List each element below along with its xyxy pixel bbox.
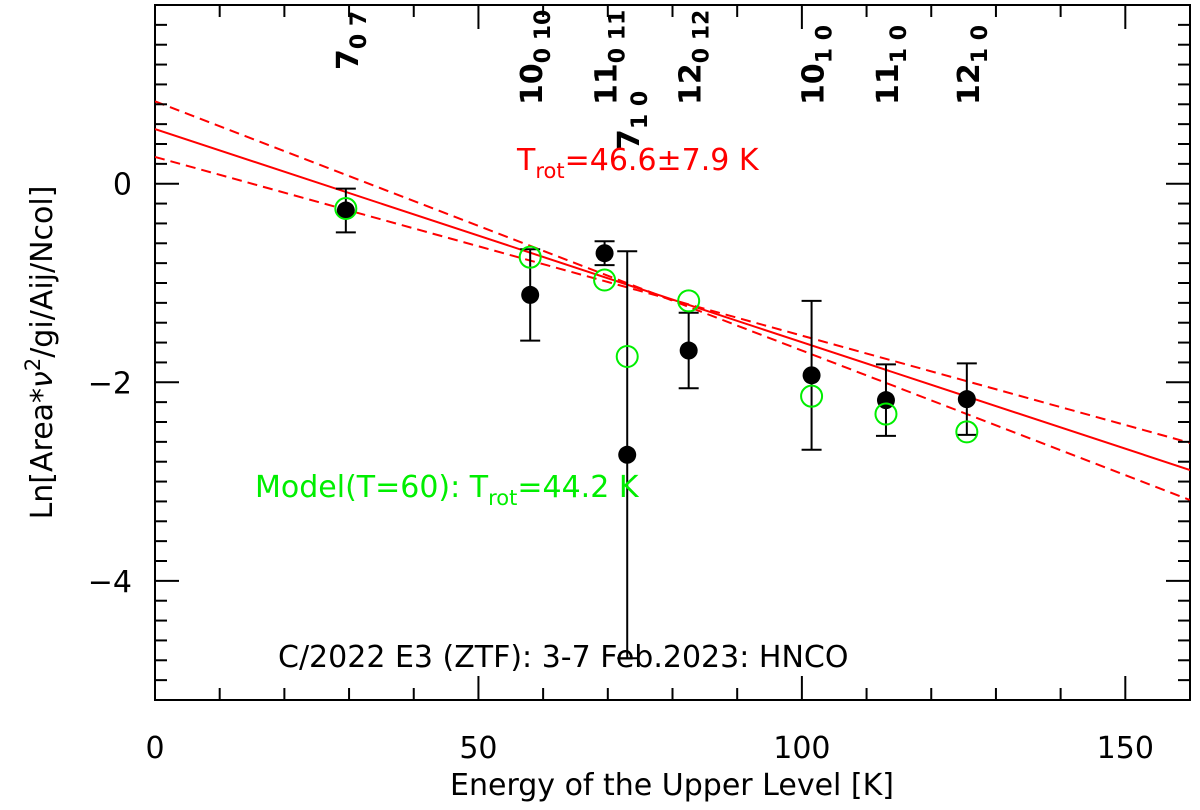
fit-bound-lower xyxy=(155,155,1190,444)
model-point xyxy=(874,402,898,426)
model-point xyxy=(518,245,542,269)
transition-ka: 1 xyxy=(968,48,993,63)
y-tick-label: 0 xyxy=(113,168,132,203)
transition-j: 10 xyxy=(797,63,832,105)
transition-label: 70 7 xyxy=(331,11,372,70)
model-point xyxy=(593,268,617,292)
y-axis-title: Ln[Area*ν2/gi/Aij/Ncol] xyxy=(21,186,60,520)
transition-ka: 0 xyxy=(531,48,556,63)
model-point xyxy=(615,344,639,368)
observed-point xyxy=(679,341,698,360)
observed-point xyxy=(521,285,540,304)
x-tick-label: 100 xyxy=(773,731,830,766)
observed-point xyxy=(595,244,614,263)
transition-kc: 0 xyxy=(628,91,653,114)
transition-kc: 10 xyxy=(531,10,556,48)
transition-j: 12 xyxy=(674,63,709,105)
transition-label: 110 11 xyxy=(590,10,631,105)
model-point xyxy=(955,420,979,444)
transition-kc: 12 xyxy=(690,10,715,48)
chart-title: C/2022 E3 (ZTF): 3-7 Feb.2023: HNCO xyxy=(278,640,848,675)
model-point xyxy=(800,384,824,408)
transition-j: 7 xyxy=(331,49,366,70)
transition-label: 120 12 xyxy=(674,10,715,105)
transition-kc: 0 xyxy=(968,25,993,48)
transition-ka: 0 xyxy=(347,34,372,49)
transition-label: 111 0 xyxy=(871,25,912,105)
transition-label: 121 0 xyxy=(952,25,993,105)
y-tick-label: −4 xyxy=(88,565,132,600)
axis-ticks: 0 50 100 150−4−20 xyxy=(88,4,1191,766)
fit-temperature-label: Trot=46.6±7.9 K xyxy=(516,143,760,183)
observed-point xyxy=(802,366,821,385)
plot-frame xyxy=(154,4,1191,701)
x-tick-label: 50 xyxy=(459,731,497,766)
transition-kc: 11 xyxy=(606,10,631,48)
transition-ka: 0 xyxy=(606,48,631,63)
transition-ka: 0 xyxy=(690,48,715,63)
model-point xyxy=(334,197,358,221)
transition-j: 12 xyxy=(952,63,987,105)
model-temperature-label: Model(T=60): Trot=44.2 K xyxy=(255,470,640,510)
observed-point xyxy=(336,201,355,220)
y-tick-label: −2 xyxy=(88,366,132,401)
fit-lines xyxy=(155,100,1190,501)
transition-j: 7 xyxy=(612,129,647,150)
transition-j: 10 xyxy=(515,63,550,105)
x-tick-label: 150 xyxy=(1097,731,1154,766)
transition-j: 11 xyxy=(871,63,906,105)
model-point xyxy=(677,289,701,313)
transition-kc: 0 xyxy=(887,25,912,48)
transition-kc: 0 xyxy=(813,25,838,48)
transition-kc: 7 xyxy=(347,11,372,34)
transition-ka: 1 xyxy=(887,48,912,63)
observed-point xyxy=(957,390,976,409)
transition-label: 100 10 xyxy=(515,10,556,105)
x-axis-title: Energy of the Upper Level [K] xyxy=(450,768,894,803)
transition-j: 11 xyxy=(590,63,625,105)
data-points xyxy=(334,187,979,660)
transition-ka: 1 xyxy=(813,48,838,63)
transition-label: 71 0 xyxy=(612,91,653,150)
observed-point xyxy=(618,445,637,464)
fit-bound-upper xyxy=(155,100,1190,501)
transition-label: 101 0 xyxy=(797,25,838,105)
x-tick-label: 0 xyxy=(145,731,164,766)
transition-ka: 1 xyxy=(628,114,653,129)
